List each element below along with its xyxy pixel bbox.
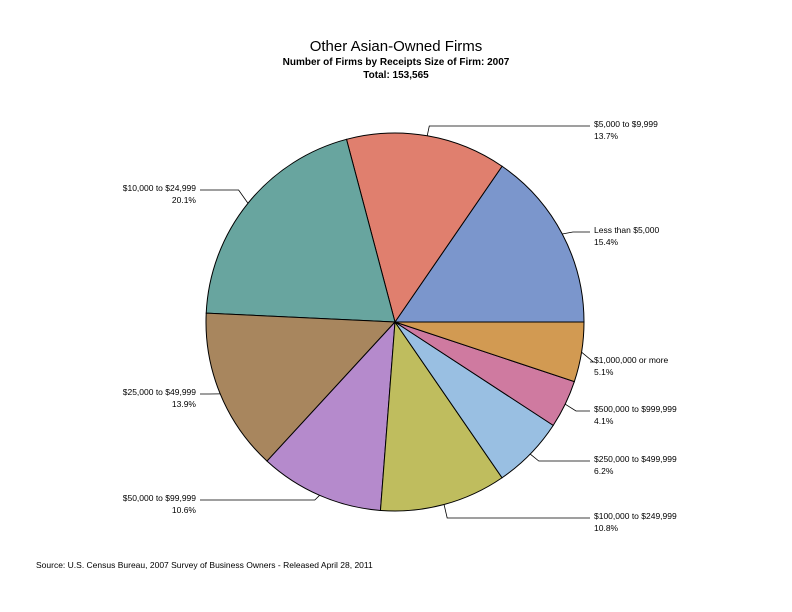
source-note: Source: U.S. Census Bureau, 2007 Survey …	[36, 560, 373, 570]
pie-slice	[266, 320, 396, 511]
slice-percent: 13.9%	[172, 399, 197, 409]
slice-percent: 15.4%	[594, 237, 619, 247]
slice-percent: 10.6%	[172, 505, 197, 515]
slice-percent: 10.8%	[594, 523, 619, 533]
chart-total: Total: 153,565	[363, 70, 429, 81]
slice-percent: 20.1%	[172, 195, 197, 205]
leader-line	[443, 504, 590, 519]
slice-label: $50,000 to $99,999	[123, 493, 197, 503]
pie-slice	[379, 320, 503, 512]
slice-percent: 13.7%	[594, 131, 619, 141]
slice-percent: 6.2%	[594, 466, 614, 476]
leader-line	[564, 403, 590, 412]
leader-line	[200, 495, 320, 501]
leader-line	[562, 231, 590, 235]
chart-title: Other Asian-Owned Firms	[309, 38, 483, 55]
pie-slice	[205, 138, 396, 323]
pie-slices	[205, 132, 585, 512]
chart-subtitle: Number of Firms by Receipts Size of Firm…	[282, 57, 510, 68]
slice-label: $100,000 to $249,999	[594, 511, 677, 521]
chart-titles: Other Asian-Owned Firms Number of Firms …	[0, 38, 792, 82]
slice-label: $25,000 to $49,999	[123, 387, 197, 397]
leader-line	[200, 189, 249, 204]
slice-label: Less than $5,000	[594, 225, 659, 235]
leader-line	[426, 125, 590, 136]
slice-label: $1,000,000 or more	[594, 355, 668, 365]
pie-slice	[345, 132, 503, 324]
slice-percent: 5.1%	[594, 367, 614, 377]
slice-label: $5,000 to $9,999	[594, 119, 658, 129]
slice-label: $250,000 to $499,999	[594, 454, 677, 464]
slice-percent: 4.1%	[594, 416, 614, 426]
leader-line	[529, 453, 590, 462]
pie-slice	[394, 321, 585, 383]
leader-line	[581, 351, 595, 363]
slice-labels: Less than $5,000 15.4% $5,000 to $9,999 13.…	[123, 119, 677, 533]
pie-slice	[394, 165, 585, 323]
slice-label: $500,000 to $999,999	[594, 404, 677, 414]
slice-label: $10,000 to $24,999	[123, 183, 197, 193]
pie-slice	[205, 312, 397, 462]
leader-lines	[200, 125, 595, 519]
